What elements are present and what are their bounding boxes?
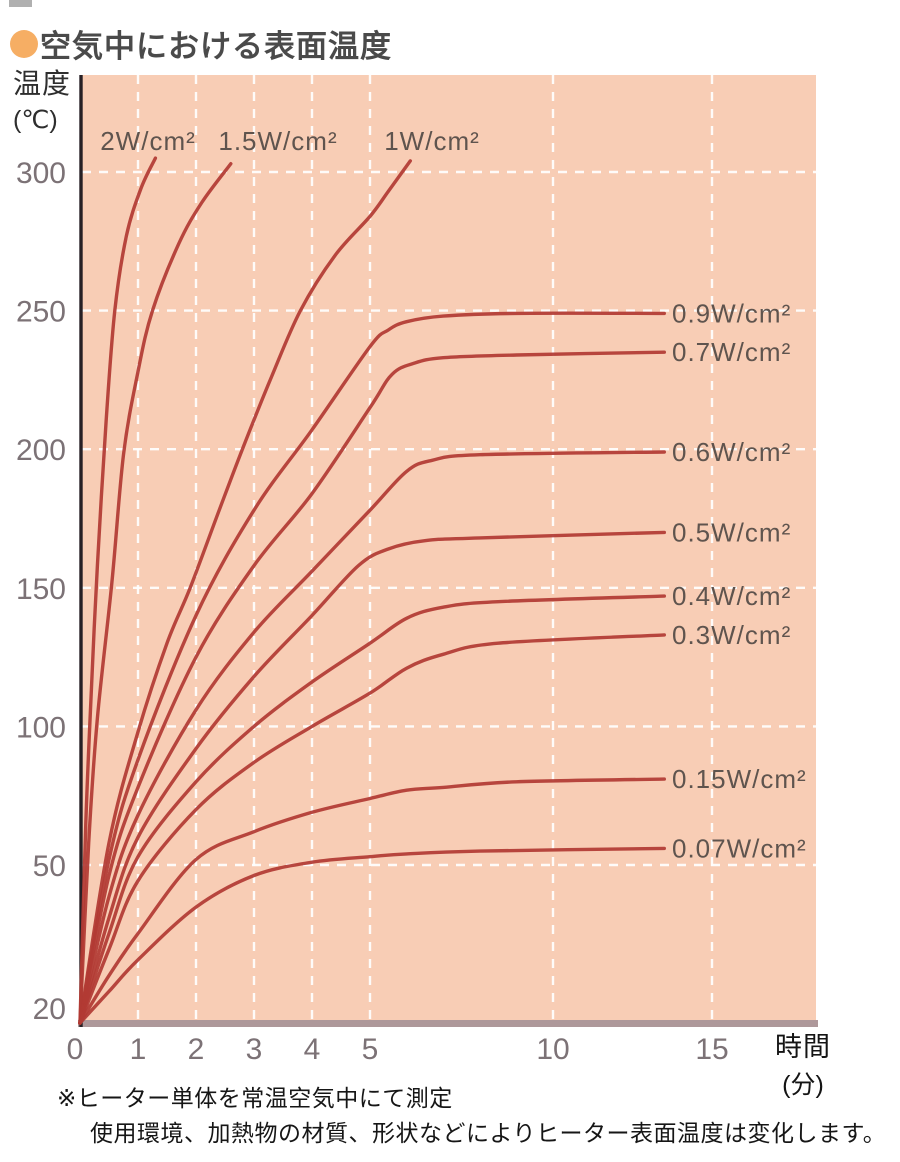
curve-0.3w-cm2	[78, 633, 666, 1025]
x-tick-15: 15	[695, 1033, 728, 1066]
curve-0.9w-cm2	[78, 311, 666, 1025]
curve-1.5w-cm2	[78, 162, 233, 1025]
x-tick-4: 4	[304, 1033, 321, 1066]
page-title: 空気中における表面温度	[40, 29, 392, 64]
curve-0.7w-cm2	[78, 350, 666, 1025]
temperature-chart: 2W/cm² 1.5W/cm² 1W/cm² 0.9W/cm² 0.7W/cm² 0.6W…	[16, 75, 818, 1066]
curve-label-2w-cm2: 2W/cm²	[100, 126, 196, 156]
curve-label-0.07w-cm2: 0.07W/cm²	[672, 833, 807, 863]
y-axis-title: 温度 (℃)	[13, 70, 71, 133]
x-tick-3: 3	[246, 1033, 263, 1066]
y-axis-unit: (℃)	[13, 106, 58, 134]
curve-0.4w-cm2	[78, 594, 666, 1025]
curve-label-0.4w-cm2: 0.4W/cm²	[672, 581, 791, 611]
y-tick-20: 20	[33, 993, 66, 1026]
curve-0.6w-cm2	[78, 450, 666, 1025]
scan-artifact	[9, 0, 32, 7]
x-tick-1: 1	[130, 1033, 147, 1066]
x-axis-title: 時間 (分)	[763, 1034, 843, 1098]
curve-label-1w-cm2: 1W/cm²	[384, 126, 480, 156]
curve-label-0.7w-cm2: 0.7W/cm²	[672, 337, 791, 367]
curve-0.15w-cm2	[78, 777, 666, 1025]
y-tick-50: 50	[33, 850, 66, 883]
x-tick-5: 5	[362, 1033, 379, 1066]
curve-label-0.6w-cm2: 0.6W/cm²	[672, 437, 791, 467]
curve-1w-cm2	[78, 159, 412, 1025]
note-disclaimer: 使用環境、加熱物の材質、形状などによりヒーター表面温度は変化します。	[90, 1120, 887, 1146]
y-axis-title-text: 温度	[13, 68, 72, 99]
chart-header: 空気中における表面温度	[10, 21, 392, 66]
y-tick-150: 150	[16, 573, 66, 606]
curve-label-0.9w-cm2: 0.9W/cm²	[672, 298, 791, 328]
x-axis-baseline	[78, 1020, 818, 1027]
x-tick-2: 2	[188, 1033, 205, 1066]
note-measurement: ※ヒーター単体を常温空気中にて測定	[57, 1085, 453, 1111]
plot-area	[80, 75, 816, 1023]
y-tick-100: 100	[16, 711, 66, 744]
x-axis-unit: (分)	[782, 1071, 824, 1099]
x-tick-0: 0	[67, 1033, 84, 1066]
y-tick-200: 200	[16, 434, 66, 467]
curve-label-0.3w-cm2: 0.3W/cm²	[672, 620, 791, 650]
x-tick-10: 10	[536, 1033, 569, 1066]
bullet-icon	[10, 29, 38, 58]
curve-2w-cm2	[78, 156, 158, 1025]
curve-0.5w-cm2	[78, 530, 666, 1025]
x-axis-title-text: 時間	[775, 1032, 831, 1062]
curve-label-0.15w-cm2: 0.15W/cm²	[672, 764, 807, 794]
y-tick-300: 300	[16, 157, 66, 190]
curve-0.07w-cm2	[78, 846, 666, 1025]
y-tick-250: 250	[16, 296, 66, 329]
curve-label-1.5w-cm2: 1.5W/cm²	[218, 126, 337, 156]
curve-label-0.5w-cm2: 0.5W/cm²	[672, 517, 791, 547]
